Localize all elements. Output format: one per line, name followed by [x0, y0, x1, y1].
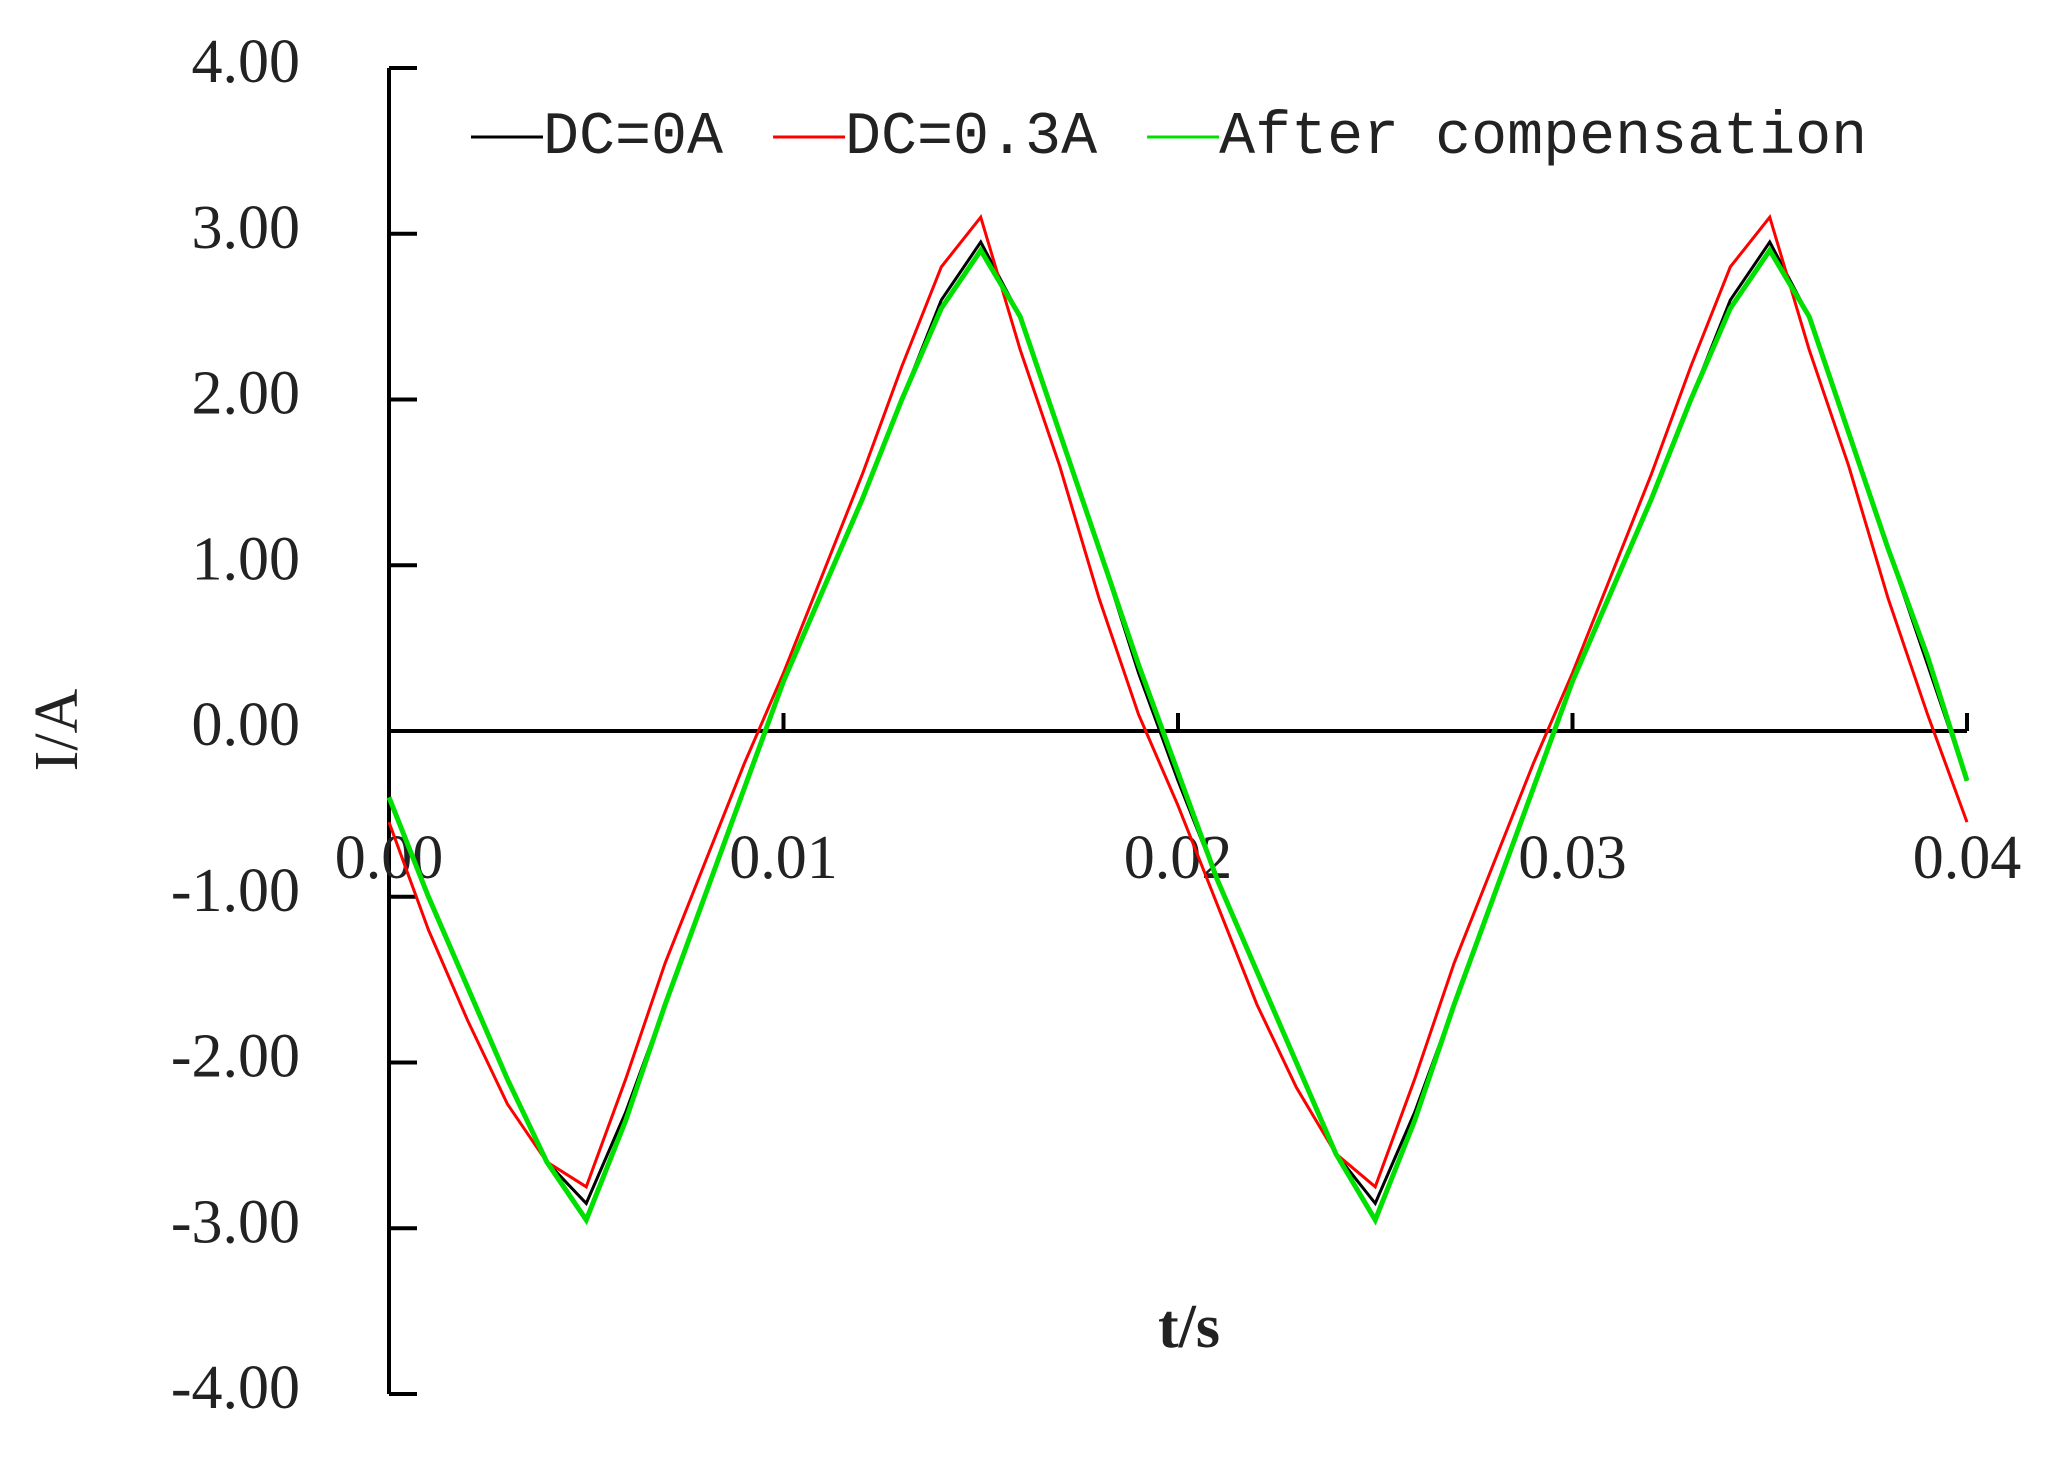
legend-label: DC=0.3A: [845, 104, 1097, 172]
series-line: [387, 213, 1969, 1190]
legend-label: DC=0A: [543, 104, 723, 172]
x-tick-label: 0.02: [1124, 824, 1233, 892]
y-tick-label: 1.00: [192, 525, 301, 593]
legend-label: After compensation: [1219, 104, 1867, 172]
y-tick-label: 3.00: [192, 194, 301, 262]
x-tick-label: 0.00: [335, 824, 444, 892]
y-tick-label: 2.00: [192, 360, 301, 428]
y-tick-label: 4.00: [192, 28, 301, 96]
x-axis-label: t/s: [1158, 1293, 1220, 1361]
y-tick-label: -2.00: [171, 1023, 300, 1091]
x-tick-label: 0.03: [1518, 824, 1627, 892]
y-axis-label: I/A: [23, 688, 91, 771]
x-tick-label: 0.01: [729, 824, 838, 892]
x-tick-label: 0.04: [1913, 824, 2022, 892]
y-tick-label: -3.00: [171, 1188, 300, 1256]
y-tick-label: -4.00: [171, 1354, 300, 1422]
y-tick-label: 0.00: [192, 691, 301, 759]
series-line: [386, 245, 1970, 1226]
y-tick-label: -1.00: [171, 857, 300, 925]
